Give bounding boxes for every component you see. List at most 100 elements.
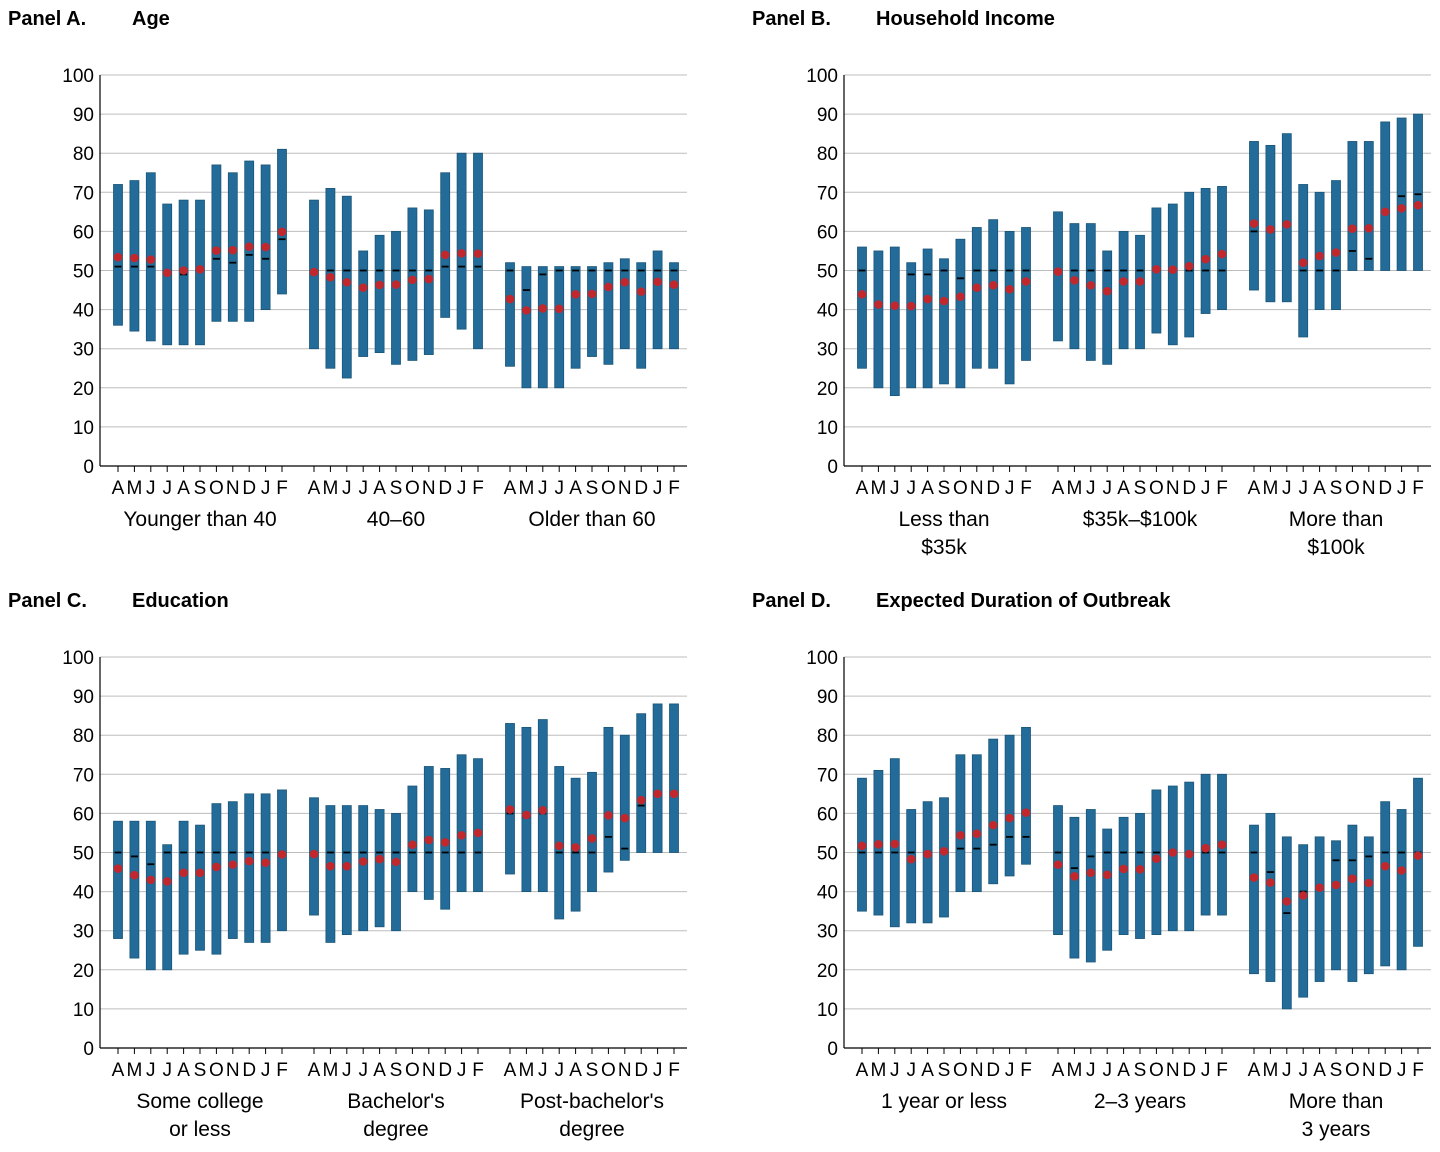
- mean-dot: [972, 283, 982, 293]
- group-label: More than: [1289, 508, 1384, 531]
- range-bar: [162, 844, 173, 971]
- y-tick-label: 100: [62, 66, 94, 87]
- mean-dot: [1021, 808, 1031, 817]
- mean-dot: [1070, 872, 1079, 881]
- month-label: J: [358, 478, 368, 499]
- y-tick-label: 20: [73, 379, 94, 400]
- mean-dot: [923, 849, 932, 859]
- month-label: J: [1201, 1060, 1211, 1081]
- mean-dot: [1070, 275, 1079, 285]
- mean-dot: [146, 255, 156, 264]
- range-bar: [211, 164, 222, 322]
- mean-dot: [571, 290, 580, 299]
- mean-dot: [874, 300, 883, 309]
- y-tick-label: 10: [73, 418, 94, 439]
- y-tick-label: 100: [62, 648, 94, 669]
- y-tick-label: 0: [83, 1039, 94, 1060]
- month-label: J: [906, 1060, 916, 1081]
- month-label: J: [1298, 478, 1308, 499]
- group-label: More than: [1289, 1090, 1384, 1113]
- y-tick-label: 40: [73, 883, 94, 904]
- month-label: F: [1412, 478, 1424, 499]
- mean-dot: [923, 294, 932, 304]
- month-label: A: [921, 478, 934, 499]
- range-bar: [636, 262, 647, 369]
- mean-dot: [522, 810, 531, 820]
- month-label: F: [276, 1060, 288, 1081]
- month-label: F: [276, 478, 288, 499]
- group-label: 1 year or less: [881, 1090, 1007, 1113]
- month-label: J: [342, 478, 352, 499]
- month-label: J: [554, 478, 564, 499]
- mean-dot: [906, 854, 916, 864]
- month-label: A: [1117, 1060, 1130, 1081]
- month-label: M: [870, 478, 886, 499]
- range-bar: [1413, 777, 1423, 947]
- mean-dot: [554, 841, 564, 851]
- mean-dot: [1331, 880, 1341, 890]
- month-label: J: [1201, 478, 1211, 499]
- y-tick-label: 50: [73, 844, 94, 865]
- month-label: J: [457, 478, 467, 499]
- mean-dot: [1266, 878, 1275, 887]
- y-tick-label: 80: [817, 726, 838, 747]
- range-bar: [129, 820, 140, 959]
- month-label: O: [405, 1060, 420, 1081]
- y-tick-label: 80: [73, 144, 94, 165]
- range-bar: [391, 230, 401, 365]
- month-label: J: [162, 1060, 172, 1081]
- mean-dot: [939, 847, 949, 856]
- mean-dot: [473, 249, 483, 258]
- range-bar: [505, 723, 515, 875]
- range-bar: [1102, 828, 1113, 951]
- mean-dot: [1397, 204, 1406, 213]
- mean-dot: [1266, 225, 1275, 234]
- month-label: A: [1052, 478, 1065, 499]
- group-label: degree: [559, 1118, 624, 1141]
- mean-dot: [1135, 865, 1145, 874]
- month-label: O: [1345, 1060, 1360, 1081]
- group-label: Less than: [898, 508, 989, 531]
- range-bar: [178, 820, 189, 955]
- y-tick-label: 20: [817, 961, 838, 982]
- y-tick-label: 0: [827, 457, 838, 478]
- y-tick-label: 90: [817, 105, 838, 126]
- mean-dot: [228, 245, 238, 255]
- group-label: Some college: [136, 1090, 263, 1113]
- panel-b-title: Panel B. Household Income: [752, 8, 1055, 31]
- y-tick-label: 90: [73, 105, 94, 126]
- month-label: M: [1262, 478, 1278, 499]
- month-label: J: [538, 478, 548, 499]
- y-tick-label: 30: [817, 922, 838, 943]
- month-label: A: [569, 1060, 582, 1081]
- mean-dot: [212, 862, 221, 872]
- month-label: S: [1330, 1060, 1343, 1081]
- mean-dot: [587, 289, 597, 299]
- mean-dot: [309, 267, 319, 277]
- month-label: A: [1248, 1060, 1261, 1081]
- range-bar: [873, 250, 884, 389]
- mean-dot: [890, 839, 900, 849]
- panel-b: Panel B. Household Income 0 10 20 30 40 50 60 70…: [744, 0, 1440, 570]
- y-tick-label: 80: [73, 726, 94, 747]
- mean-dot: [538, 805, 548, 815]
- mean-dot: [342, 277, 352, 287]
- range-bar: [1363, 141, 1374, 271]
- month-label: A: [308, 1060, 321, 1081]
- range-bar: [505, 262, 515, 367]
- mean-dot: [554, 304, 564, 314]
- range-bar: [1102, 250, 1113, 365]
- range-bar: [619, 734, 630, 861]
- mean-dot: [179, 868, 188, 878]
- range-bar: [260, 793, 271, 943]
- range-bar: [939, 797, 949, 918]
- month-label: A: [1313, 478, 1326, 499]
- month-label: F: [1020, 478, 1032, 499]
- month-label: J: [146, 478, 156, 499]
- month-label: J: [890, 1060, 900, 1081]
- month-label: O: [601, 478, 616, 499]
- mean-dot: [130, 253, 139, 263]
- range-bar: [277, 148, 287, 295]
- range-bar: [1004, 734, 1015, 877]
- y-tick-label: 50: [817, 262, 838, 283]
